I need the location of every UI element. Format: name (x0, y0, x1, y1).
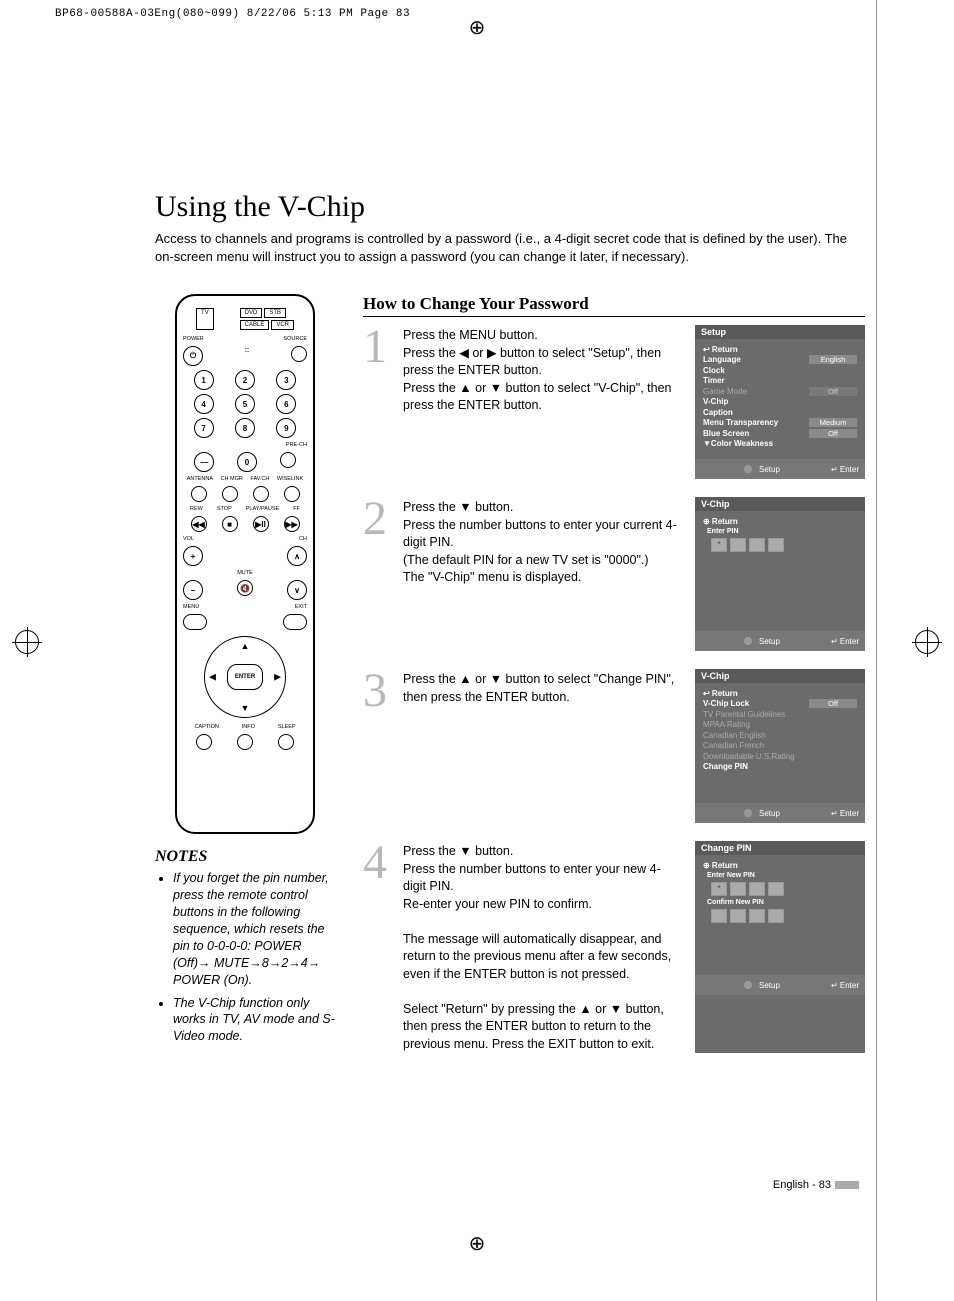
menu-item: V-Chip (703, 397, 857, 406)
pin-box (768, 909, 784, 923)
pin-box: * (711, 538, 727, 552)
step-text: Press the ▼ button.Press the number butt… (403, 497, 685, 651)
crop-line-right (876, 0, 877, 1301)
pin-box (749, 909, 765, 923)
menu-item: ↩ Return (703, 689, 857, 698)
step-row: 2Press the ▼ button.Press the number but… (363, 497, 865, 651)
intro-text: Access to channels and programs is contr… (155, 230, 865, 266)
gear-icon (741, 462, 755, 476)
gear-icon (741, 634, 755, 648)
menu-item: ⊕ Return (703, 861, 857, 870)
page-title: Using the V-Chip (155, 190, 865, 224)
menu-item: Downloadable U.S.Rating (703, 752, 857, 761)
screen-hint: Setup↵ Enter (695, 459, 865, 479)
screen-title: V-Chip (695, 669, 865, 683)
pin-box (768, 538, 784, 552)
note-item: If you forget the pin number, press the … (173, 870, 335, 988)
step-text: Press the ▼ button.Press the number butt… (403, 841, 685, 1053)
menu-item: Change PIN (703, 762, 857, 771)
pin-boxes: * (711, 538, 857, 552)
steps-container: 1Press the MENU button.Press the ◀ or ▶ … (363, 325, 865, 1053)
menu-item: Timer (703, 376, 857, 385)
menu-item: TV Parental Guidelines (703, 710, 857, 719)
gear-icon (741, 978, 755, 992)
tv-screen: V-Chip ↩ ReturnV-Chip LockOff TV Parental … (695, 669, 865, 823)
pin-label: Confirm New PIN (707, 899, 857, 906)
pin-box (749, 882, 765, 896)
left-column: TV DVD STB CABLE VCR (155, 294, 335, 1071)
registration-mark-left (15, 630, 39, 654)
menu-item: Blue ScreenOff (703, 429, 857, 438)
step-row: 4Press the ▼ button.Press the number but… (363, 841, 865, 1053)
notes-title: NOTES (155, 848, 335, 866)
section-title: How to Change Your Password (363, 294, 865, 317)
menu-item: MPAA Rating (703, 720, 857, 729)
crop-mark-bottom: ⊕ (469, 1231, 486, 1256)
step-number: 3 (363, 669, 393, 823)
screen-hint: Setup↵ Enter (695, 631, 865, 651)
tv-screen: Setup ↩ ReturnLanguageEnglish ClockTimer Ga… (695, 325, 865, 479)
step-row: 1Press the MENU button.Press the ◀ or ▶ … (363, 325, 865, 479)
pin-boxes: * (711, 882, 857, 896)
step-text: Press the ▲ or ▼ button to select "Chang… (403, 669, 685, 823)
pin-box (730, 538, 746, 552)
note-item: The V-Chip function only works in TV, AV… (173, 995, 335, 1046)
crop-mark-top: ⊕ (469, 15, 486, 40)
registration-mark-right (915, 630, 939, 654)
remote-illustration: TV DVD STB CABLE VCR (175, 294, 315, 834)
screen-title: V-Chip (695, 497, 865, 511)
step-number: 4 (363, 841, 393, 1053)
print-header: BP68-00588A-03Eng(080~099) 8/22/06 5:13 … (55, 8, 410, 20)
screen-hint: Setup↵ Enter (695, 803, 865, 823)
tv-screen: V-Chip ⊕ Return Enter PIN * Setup↵ Enter (695, 497, 865, 651)
step-number: 2 (363, 497, 393, 651)
step-text: Press the MENU button.Press the ◀ or ▶ b… (403, 325, 685, 479)
menu-item: Caption (703, 408, 857, 417)
two-column-layout: TV DVD STB CABLE VCR (155, 294, 865, 1071)
right-column: How to Change Your Password 1Press the M… (363, 294, 865, 1071)
tv-screen: Change PIN ⊕ Return Enter New PIN * Confirm … (695, 841, 865, 1053)
notes-list: If you forget the pin number, press the … (155, 870, 335, 1045)
menu-item: Canadian French (703, 741, 857, 750)
pin-box (730, 882, 746, 896)
menu-item: ⊕ Return (703, 517, 857, 526)
source-button-icon (291, 346, 307, 362)
screen-hint: Setup↵ Enter (695, 975, 865, 995)
content: Using the V-Chip Access to channels and … (155, 190, 865, 1071)
screen-title: Setup (695, 325, 865, 339)
pin-boxes (711, 909, 857, 923)
pin-label: Enter New PIN (707, 872, 857, 879)
menu-item: ▼Color Weakness (703, 439, 857, 448)
remote-source: TV (196, 308, 214, 330)
menu-item: ↩ Return (703, 345, 857, 354)
page: BP68-00588A-03Eng(080~099) 8/22/06 5:13 … (0, 0, 954, 1301)
power-button-icon: ⏻ (183, 346, 203, 366)
pin-box (768, 882, 784, 896)
menu-item: Game ModeOff (703, 387, 857, 396)
page-footer: English - 83 (773, 1179, 859, 1191)
pin-box: * (711, 882, 727, 896)
pin-box (711, 909, 727, 923)
step-row: 3Press the ▲ or ▼ button to select "Chan… (363, 669, 865, 823)
gear-icon (741, 806, 755, 820)
menu-item: Clock (703, 366, 857, 375)
screen-title: Change PIN (695, 841, 865, 855)
notes-block: NOTES If you forget the pin number, pres… (155, 848, 335, 1045)
menu-item: Canadian English (703, 731, 857, 740)
menu-item: LanguageEnglish (703, 355, 857, 364)
pin-box (749, 538, 765, 552)
pin-box (730, 909, 746, 923)
step-number: 1 (363, 325, 393, 479)
pin-label: Enter PIN (707, 528, 857, 535)
dpad-icon: ▲▼◀▶ ENTER (204, 636, 286, 718)
menu-item: V-Chip LockOff (703, 699, 857, 708)
menu-item: Menu TransparencyMedium (703, 418, 857, 427)
